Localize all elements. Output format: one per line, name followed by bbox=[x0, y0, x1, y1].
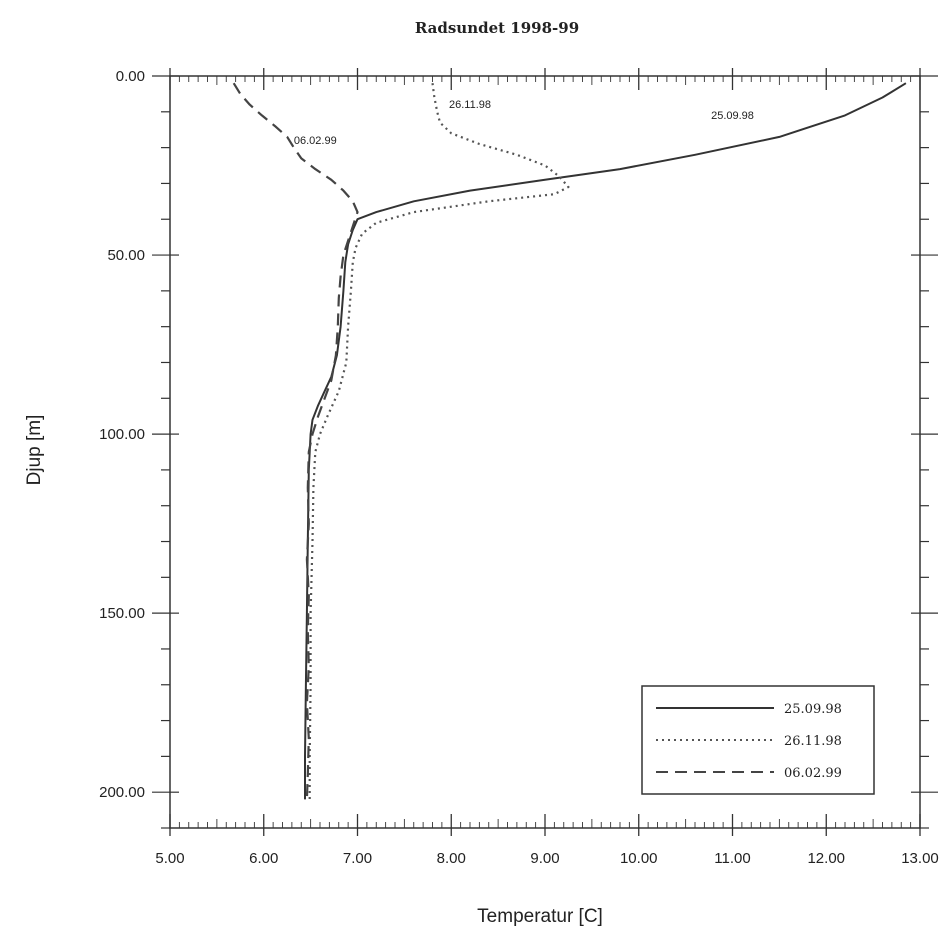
y-tick-label: 150.00 bbox=[99, 605, 145, 622]
y-axis-label: Djup [m] bbox=[24, 415, 45, 486]
series-line-26-11-98 bbox=[308, 83, 570, 800]
legend-label: 06.02.99 bbox=[784, 766, 842, 781]
y-tick-label: 200.00 bbox=[99, 784, 145, 801]
x-tick-label: 13.00 bbox=[901, 850, 939, 867]
x-tick-label: 5.00 bbox=[155, 850, 184, 867]
y-tick-label: 50.00 bbox=[107, 247, 145, 264]
y-tick-label: 0.00 bbox=[116, 68, 145, 85]
x-tick-label: 8.00 bbox=[437, 850, 466, 867]
series-group bbox=[232, 82, 907, 800]
x-tick-label: 10.00 bbox=[620, 850, 658, 867]
x-tick-label: 9.00 bbox=[530, 850, 559, 867]
x-tick-label: 12.00 bbox=[807, 850, 845, 867]
series-line-25-09-98 bbox=[304, 82, 907, 800]
y-tick-label: 100.00 bbox=[99, 426, 145, 443]
annotation-group: 25.09.98 26.11.98 06.02.99 bbox=[294, 99, 754, 147]
legend-label: 26.11.98 bbox=[784, 734, 842, 749]
x-tick-label: 6.00 bbox=[249, 850, 278, 867]
annotation-label: 06.02.99 bbox=[294, 135, 337, 147]
annotation-label: 25.09.98 bbox=[711, 110, 754, 122]
axis-tick-labels: 5.00 6.00 7.00 8.00 9.00 10.00 11.00 12.00 13.00… bbox=[99, 68, 939, 867]
x-tick-label: 7.00 bbox=[343, 850, 372, 867]
x-tick-label: 11.00 bbox=[714, 850, 750, 867]
x-axis-label: Temperatur [C] bbox=[477, 906, 603, 927]
chart-title: Radsundet 1998-99 bbox=[415, 19, 579, 37]
legend-label: 25.09.98 bbox=[784, 702, 842, 717]
series-line-06-02-99 bbox=[232, 82, 359, 800]
axis-ticks bbox=[152, 68, 938, 836]
annotation-label: 26.11.98 bbox=[449, 99, 491, 111]
legend: 25.09.98 26.11.98 06.02.99 bbox=[641, 685, 875, 795]
